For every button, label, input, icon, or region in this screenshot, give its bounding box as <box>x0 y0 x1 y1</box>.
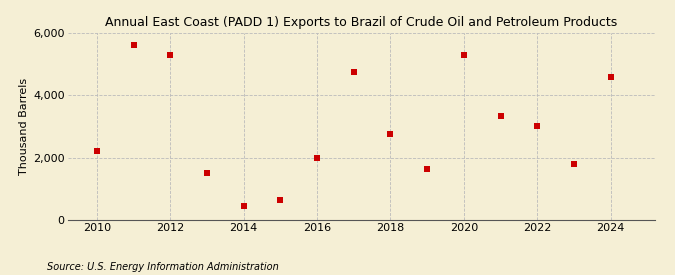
Point <box>275 197 286 202</box>
Point <box>202 171 213 175</box>
Point <box>532 124 543 129</box>
Point <box>605 75 616 79</box>
Point <box>128 43 139 48</box>
Title: Annual East Coast (PADD 1) Exports to Brazil of Crude Oil and Petroleum Products: Annual East Coast (PADD 1) Exports to Br… <box>105 16 617 29</box>
Point <box>458 53 469 57</box>
Point <box>165 53 176 57</box>
Point <box>495 113 506 118</box>
Point <box>238 204 249 208</box>
Point <box>385 132 396 136</box>
Point <box>92 149 103 154</box>
Text: Source: U.S. Energy Information Administration: Source: U.S. Energy Information Administ… <box>47 262 279 272</box>
Point <box>568 162 579 166</box>
Point <box>422 166 433 171</box>
Point <box>348 70 359 74</box>
Y-axis label: Thousand Barrels: Thousand Barrels <box>19 78 29 175</box>
Point <box>312 155 323 160</box>
